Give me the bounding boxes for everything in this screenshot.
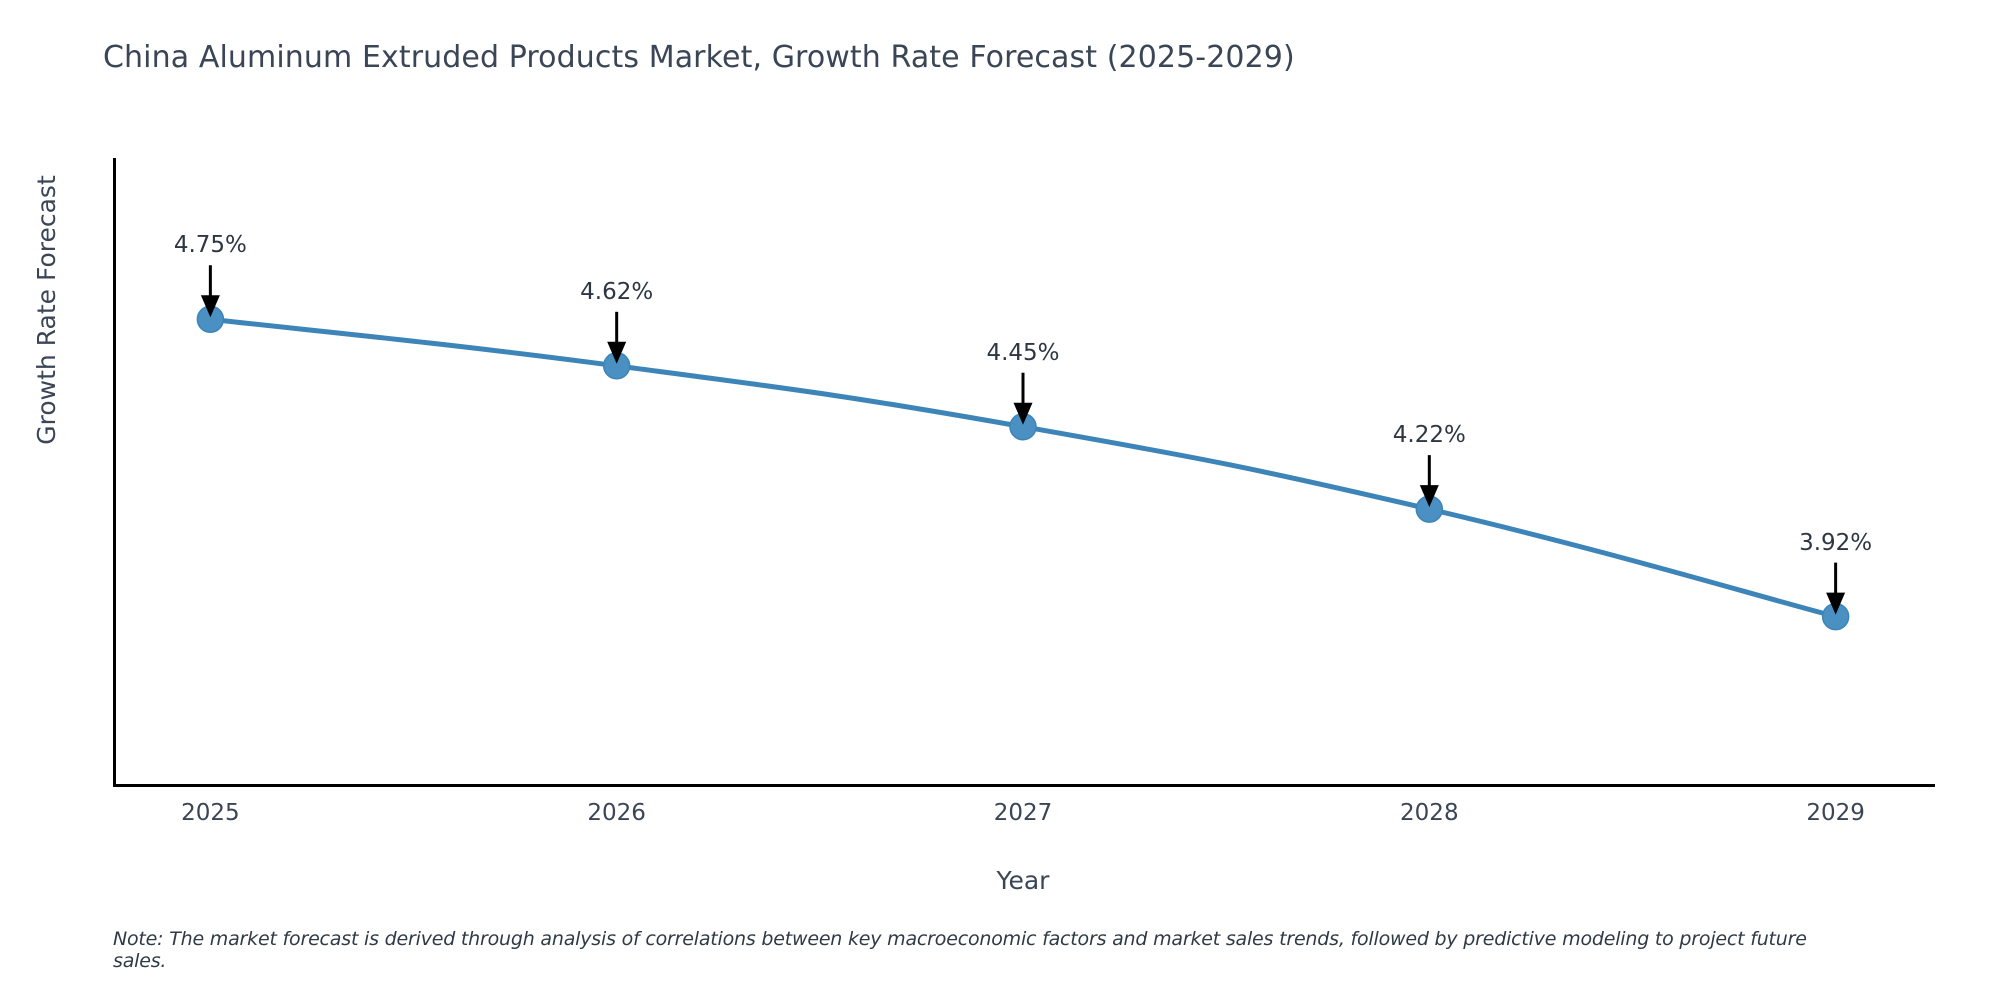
y-axis-spine <box>113 158 116 787</box>
annotation-arrow-head <box>1013 402 1033 425</box>
x-axis-tick-label: 2028 <box>1400 800 1459 826</box>
x-axis-tick-label: 2027 <box>993 800 1053 826</box>
chart-footnote: Note: The market forecast is derived thr… <box>113 928 1807 972</box>
y-axis-tick-labels: 3.544.55 <box>0 0 100 1000</box>
annotation-arrow-head <box>1419 485 1439 508</box>
x-axis-title: Year <box>996 866 1050 895</box>
data-point-label: 4.45% <box>986 339 1060 366</box>
data-point-label: 3.92% <box>1799 529 1873 556</box>
x-axis-tick-label: 2026 <box>587 800 646 826</box>
data-point-label: 4.22% <box>1392 422 1466 449</box>
chart-title: China Aluminum Extruded Products Market,… <box>103 40 1295 75</box>
x-axis-tick-label: 2029 <box>1806 800 1865 826</box>
data-point-marker[interactable] <box>1821 602 1850 631</box>
data-point-marker[interactable] <box>1415 495 1444 523</box>
data-point-label: 4.62% <box>580 278 654 305</box>
x-axis-tick-label: 2025 <box>181 800 240 826</box>
annotation-arrow-head <box>200 295 220 318</box>
data-point-marker[interactable] <box>196 305 225 333</box>
data-point-label: 4.75% <box>173 232 247 259</box>
annotation-arrow-head <box>607 341 627 364</box>
data-point-marker[interactable] <box>602 352 631 380</box>
annotation-arrows <box>200 265 1846 615</box>
x-axis-spine <box>113 784 1935 787</box>
annotation-arrow-head <box>1826 592 1846 615</box>
data-point-marker[interactable] <box>1009 412 1037 441</box>
